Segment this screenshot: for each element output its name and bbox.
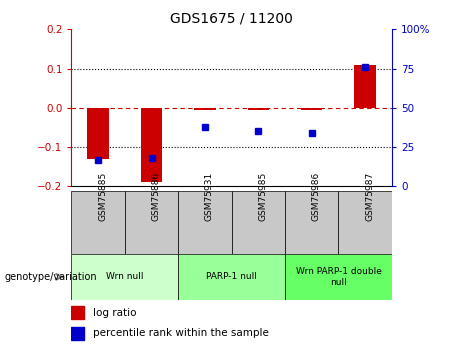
Bar [285, 191, 338, 254]
Text: GSM75985: GSM75985 [258, 172, 267, 221]
Bar [125, 191, 178, 254]
Text: Wrn PARP-1 double
null: Wrn PARP-1 double null [296, 267, 381, 287]
Text: Wrn null: Wrn null [106, 272, 144, 282]
Bar [355, 65, 376, 108]
Text: percentile rank within the sample: percentile rank within the sample [93, 328, 269, 338]
Bar [178, 191, 231, 254]
Bar [338, 191, 392, 254]
Text: log ratio: log ratio [93, 308, 136, 318]
Text: GSM75986: GSM75986 [312, 172, 321, 221]
Bar [231, 191, 285, 254]
Text: PARP-1 null: PARP-1 null [206, 272, 257, 282]
Bar [71, 306, 84, 319]
Bar [301, 108, 322, 110]
Bar [141, 108, 162, 183]
Bar [285, 254, 392, 300]
Bar [88, 108, 109, 159]
Bar [71, 327, 84, 340]
Text: genotype/variation: genotype/variation [5, 272, 97, 282]
Bar [248, 108, 269, 110]
Text: GSM75885: GSM75885 [98, 172, 107, 221]
Bar [194, 108, 216, 110]
Text: GSM75987: GSM75987 [365, 172, 374, 221]
Bar [71, 254, 178, 300]
Text: GSM75886: GSM75886 [152, 172, 160, 221]
Text: GSM75931: GSM75931 [205, 172, 214, 221]
Bar [71, 191, 125, 254]
Title: GDS1675 / 11200: GDS1675 / 11200 [170, 11, 293, 26]
Bar [178, 254, 285, 300]
